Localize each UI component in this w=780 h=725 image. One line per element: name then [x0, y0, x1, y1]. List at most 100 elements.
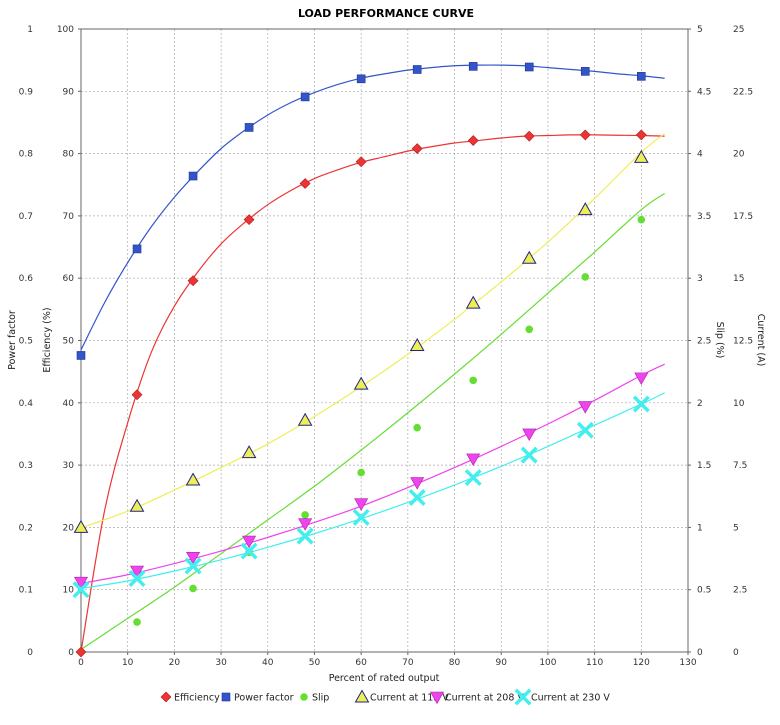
y-tick-label-current: 2.5 [733, 586, 747, 596]
y-tick-label-efficiency: 40 [63, 399, 75, 409]
legend-label-efficiency: Efficiency [174, 693, 220, 704]
marker-current-at-208-v [242, 535, 257, 549]
marker-current-at-208-v [634, 372, 649, 385]
y-tick-label-slip: 3 [697, 274, 703, 284]
y-tick-label-power-factor: 0.3 [19, 461, 33, 471]
marker-current-at-208-v [578, 401, 593, 414]
tick-labels: 0 10 20 30 40 50 60 70 80 90 100 110 120 13000.10.20.… [19, 25, 753, 668]
marker-current-at-115-v [353, 376, 369, 390]
y-tick-label-current: 5 [733, 523, 739, 533]
y-tick-label-power-factor: 0.2 [19, 523, 33, 533]
y-tick-label-efficiency: 30 [63, 461, 75, 471]
marker-current-at-208-v [298, 518, 313, 531]
legend-marker-current-at-208-v [429, 691, 445, 705]
marker-current-at-115-v [465, 295, 481, 309]
marker-slip [637, 215, 646, 224]
y-tick-label-efficiency: 50 [63, 337, 75, 347]
legend-label-power-factor: Power factor [234, 693, 294, 704]
marker-power-factor [76, 351, 86, 360]
marker-current-at-115-v [577, 202, 593, 216]
y-tick-label-slip: 0.5 [697, 586, 711, 596]
marker-power-factor [637, 72, 646, 81]
y-tick-label-current: 17.5 [733, 212, 753, 222]
marker-current-at-115-v [129, 498, 145, 512]
x-tick-label: 10 [122, 658, 134, 668]
marker-current-at-230-v [352, 508, 370, 526]
x-tick-label: 90 [496, 658, 508, 668]
x-tick-label: 70 [402, 658, 414, 668]
x-tick-label: 120 [633, 658, 650, 668]
marker-efficiency [355, 156, 367, 168]
x-tick-label: 130 [679, 658, 696, 668]
legend-marker-slip [300, 693, 308, 701]
y-tick-label-slip: 4 [697, 150, 703, 160]
legend-marker-current-at-115-v [354, 689, 370, 703]
legend-label-current-at-230-v: Current at 230 V [531, 693, 610, 704]
y-tick-label-power-factor: 0 [27, 648, 33, 658]
marker-efficiency [635, 129, 647, 141]
y-tick-label-efficiency: 20 [63, 523, 75, 533]
y-tick-label-slip: 2 [697, 399, 703, 409]
legend-label-current-at-115-v: Current at 115 V [370, 693, 449, 704]
marker-slip [357, 468, 365, 477]
marker-power-factor [244, 123, 254, 132]
y-axis-title-power-factor: Power factor [7, 310, 18, 370]
marker-efficiency [523, 130, 535, 142]
y-tick-label-efficiency: 70 [63, 212, 75, 222]
marker-power-factor [412, 65, 422, 74]
marker-current-at-115-v [73, 519, 89, 533]
marker-current-at-230-v [240, 542, 258, 560]
marker-efficiency [299, 178, 311, 189]
y-tick-label-efficiency: 10 [63, 586, 75, 596]
marker-efficiency [579, 129, 591, 141]
marker-current-at-208-v [522, 428, 537, 442]
y-tick-label-power-factor: 1 [27, 25, 33, 35]
legend-item-current-at-230-v: Current at 230 V [514, 688, 610, 706]
marker-current-at-115-v [521, 250, 537, 264]
y-tick-label-power-factor: 0.5 [19, 337, 33, 347]
marker-current-at-230-v [128, 570, 146, 587]
y-tick-label-slip: 4.5 [697, 87, 711, 97]
legend: Efficiency Power factor Slip Current at 115… [160, 688, 610, 706]
marker-current-at-230-v [72, 581, 90, 599]
legend-item-current-at-115-v: Current at 115 V [354, 689, 449, 704]
x-tick-label: 40 [262, 658, 274, 668]
y-tick-label-power-factor: 0.9 [19, 87, 34, 97]
y-tick-label-slip: 0 [697, 648, 703, 658]
y-axis-title-efficiency: Efficiency (%) [42, 307, 53, 372]
y-tick-label-current: 12.5 [733, 337, 753, 347]
y-tick-label-power-factor: 0.4 [19, 399, 34, 409]
y-tick-label-efficiency: 60 [63, 274, 75, 284]
marker-current-at-208-v [466, 453, 481, 466]
legend-item-slip: Slip [300, 693, 329, 704]
marker-current-at-208-v [186, 552, 201, 565]
legend-marker-power-factor [221, 692, 231, 702]
curve-current-at-115-v [80, 133, 666, 529]
y-tick-label-current: 10 [733, 399, 745, 409]
marker-current-at-115-v [241, 445, 257, 459]
y-tick-label-slip: 2.5 [697, 337, 711, 347]
marker-current-at-115-v [185, 472, 201, 486]
marker-current-at-208-v [354, 498, 369, 511]
x-tick-label: 100 [539, 658, 556, 668]
y-tick-label-efficiency: 100 [57, 25, 74, 35]
marker-current-at-208-v [73, 576, 89, 590]
curve-slip [80, 192, 665, 651]
marker-slip [413, 423, 421, 432]
legend-label-slip: Slip [312, 693, 329, 704]
data-markers [72, 62, 650, 658]
y-tick-label-power-factor: 0.1 [19, 586, 33, 596]
x-tick-label: 20 [169, 658, 181, 668]
y-axis-title-current: Current (A) [755, 314, 766, 367]
marker-power-factor [468, 62, 478, 71]
legend-item-current-at-208-v: Current at 208 V [429, 691, 524, 705]
y-tick-label-current: 25 [733, 25, 744, 35]
marker-current-at-115-v [297, 412, 313, 426]
marker-slip [189, 584, 197, 593]
marker-current-at-230-v [184, 557, 202, 575]
marker-slip [301, 511, 309, 519]
marker-power-factor [188, 171, 198, 181]
y-tick-label-slip: 3.5 [697, 212, 711, 222]
marker-power-factor [356, 74, 366, 84]
